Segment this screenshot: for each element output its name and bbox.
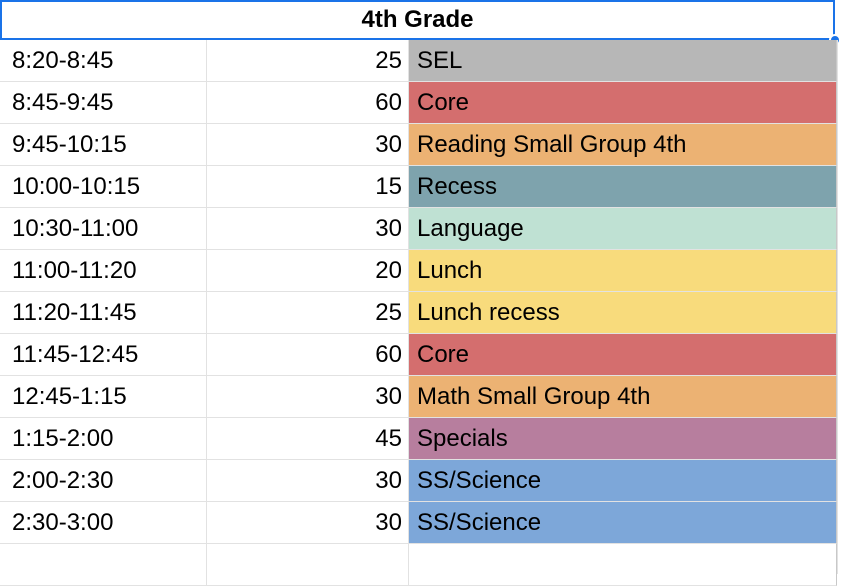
time-cell[interactable]: 11:45-12:45	[0, 334, 207, 376]
minutes-cell[interactable]: 30	[207, 460, 409, 502]
activity-cell[interactable]: SEL	[409, 40, 837, 82]
table-row[interactable]: 9:45-10:15 30 Reading Small Group 4th	[0, 124, 850, 166]
time-cell[interactable]: 10:00-10:15	[0, 166, 207, 208]
table-row[interactable]: 1:15-2:00 45 Specials	[0, 418, 850, 460]
table-row[interactable]: 2:00-2:30 30 SS/Science	[0, 460, 850, 502]
activity-cell[interactable]: Core	[409, 334, 837, 376]
minutes-cell[interactable]: 25	[207, 292, 409, 334]
activity-cell[interactable]: Lunch	[409, 250, 837, 292]
minutes-cell[interactable]: 15	[207, 166, 409, 208]
table-row[interactable]: 10:00-10:15 15 Recess	[0, 166, 850, 208]
minutes-cell[interactable]: 30	[207, 124, 409, 166]
time-cell[interactable]: 8:20-8:45	[0, 40, 207, 82]
header-title: 4th Grade	[361, 6, 474, 33]
activity-cell[interactable]: Math Small Group 4th	[409, 376, 837, 418]
minutes-cell[interactable]: 30	[207, 376, 409, 418]
time-cell[interactable]: 12:45-1:15	[0, 376, 207, 418]
table-row[interactable]: 12:45-1:15 30 Math Small Group 4th	[0, 376, 850, 418]
time-cell[interactable]: 10:30-11:00	[0, 208, 207, 250]
activity-cell[interactable]	[409, 544, 837, 586]
activity-cell[interactable]: Lunch recess	[409, 292, 837, 334]
minutes-cell[interactable]	[207, 544, 409, 586]
minutes-cell[interactable]: 25	[207, 40, 409, 82]
table-row[interactable]: 8:20-8:45 25 SEL	[0, 40, 850, 82]
time-cell[interactable]: 11:20-11:45	[0, 292, 207, 334]
time-cell[interactable]: 9:45-10:15	[0, 124, 207, 166]
activity-cell[interactable]: Language	[409, 208, 837, 250]
table-row[interactable]: 2:30-3:00 30 SS/Science	[0, 502, 850, 544]
minutes-cell[interactable]: 60	[207, 82, 409, 124]
table-row[interactable]: 11:45-12:45 60 Core	[0, 334, 850, 376]
minutes-cell[interactable]: 60	[207, 334, 409, 376]
activity-cell[interactable]: SS/Science	[409, 460, 837, 502]
time-cell[interactable]: 2:00-2:30	[0, 460, 207, 502]
minutes-cell[interactable]: 30	[207, 208, 409, 250]
minutes-cell[interactable]: 30	[207, 502, 409, 544]
activity-cell[interactable]: Specials	[409, 418, 837, 460]
table-row[interactable]: 11:20-11:45 25 Lunch recess	[0, 292, 850, 334]
minutes-cell[interactable]: 20	[207, 250, 409, 292]
activity-cell[interactable]: Reading Small Group 4th	[409, 124, 837, 166]
activity-cell[interactable]: SS/Science	[409, 502, 837, 544]
activity-cell[interactable]: Core	[409, 82, 837, 124]
time-cell[interactable]	[0, 544, 207, 586]
activity-cell[interactable]: Recess	[409, 166, 837, 208]
time-cell[interactable]: 8:45-9:45	[0, 82, 207, 124]
time-cell[interactable]: 2:30-3:00	[0, 502, 207, 544]
header-cell[interactable]: 4th Grade	[0, 0, 835, 40]
table-row[interactable]: 8:45-9:45 60 Core	[0, 82, 850, 124]
minutes-cell[interactable]: 45	[207, 418, 409, 460]
table-row[interactable]: 11:00-11:20 20 Lunch	[0, 250, 850, 292]
table-row[interactable]	[0, 544, 850, 586]
time-cell[interactable]: 1:15-2:00	[0, 418, 207, 460]
table-row[interactable]: 10:30-11:00 30 Language	[0, 208, 850, 250]
time-cell[interactable]: 11:00-11:20	[0, 250, 207, 292]
column-divider	[837, 40, 838, 574]
